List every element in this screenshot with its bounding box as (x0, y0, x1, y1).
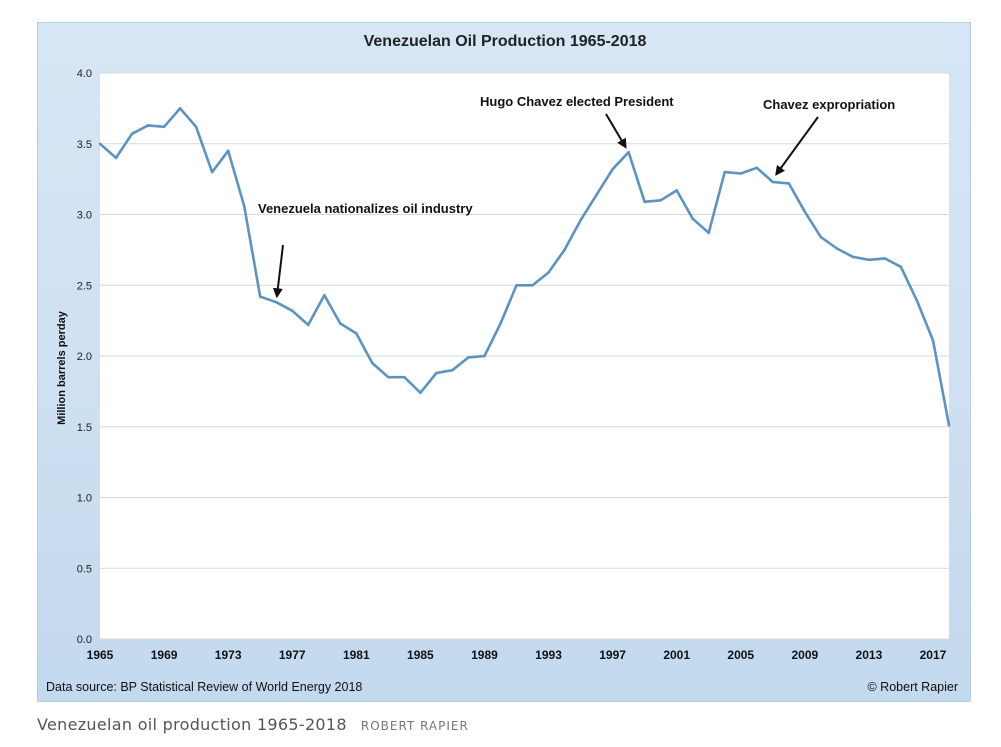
x-tick-label: 2013 (856, 648, 883, 662)
data-point (435, 371, 438, 375)
y-tick-label: 3.0 (77, 210, 92, 222)
x-tick-label: 2005 (727, 648, 754, 662)
data-point (595, 193, 598, 196)
data-point (242, 204, 246, 208)
data-point (338, 322, 342, 325)
data-point (467, 356, 470, 359)
data-point (210, 170, 214, 174)
data-point (178, 107, 182, 110)
annotation-arrow (272, 244, 284, 299)
x-tick-label: 1997 (599, 648, 626, 662)
data-point (499, 322, 502, 325)
data-point (627, 150, 630, 154)
chart-credit: © Robert Rapier (867, 680, 959, 694)
y-tick-label: 1.5 (77, 422, 92, 434)
data-point (98, 142, 102, 146)
data-point (835, 247, 839, 250)
y-tick-label: 2.5 (77, 280, 92, 292)
data-point (531, 283, 534, 287)
data-point (162, 125, 166, 129)
data-point (258, 295, 262, 298)
y-tick-label: 1.0 (77, 493, 92, 505)
x-tick-label: 1973 (215, 648, 242, 662)
x-tick-label: 1969 (151, 648, 178, 662)
data-point (387, 375, 390, 379)
data-point (659, 199, 662, 202)
data-point (563, 248, 566, 252)
x-tick-label: 1977 (279, 648, 306, 662)
chart-title: Venezuelan Oil Production 1965-2018 (363, 33, 647, 50)
data-point (675, 189, 678, 192)
data-point (515, 283, 518, 287)
annotation-arrow (775, 116, 819, 176)
data-point (851, 255, 855, 259)
data-point (883, 257, 887, 260)
data-point (579, 218, 582, 222)
x-tick-label: 1985 (407, 648, 434, 662)
data-point (707, 231, 711, 235)
x-tick-label: 1993 (535, 648, 562, 662)
data-point (787, 182, 791, 185)
annotation-label: Chavez expropriation (763, 97, 895, 112)
data-point (643, 200, 646, 204)
data-point (114, 156, 118, 160)
y-tick-label: 0.5 (77, 563, 92, 575)
caption-text: Venezuelan oil production 1965-2018 (37, 715, 347, 734)
data-point (803, 210, 807, 213)
x-tick-labels: 1965 1969 1973 1977 1981 1985 1989 1993 1997 2001… (87, 648, 947, 662)
data-point (915, 299, 919, 303)
data-point (290, 309, 294, 313)
image-caption: Venezuelan oil production 1965-2018 ROBER… (37, 715, 469, 734)
data-point (739, 172, 743, 175)
line-chart: 0.0 0.5 1.0 1.5 2.0 2.5 3.0 3.5 4.0 1965 1969 1973… (56, 68, 951, 662)
data-point (194, 125, 198, 129)
data-point (274, 300, 278, 304)
data-point (371, 361, 374, 365)
data-point (355, 332, 358, 335)
y-tick-label: 3.5 (77, 139, 92, 151)
data-point (451, 368, 454, 372)
annotations: Venezuela nationalizes oil industry Hugo … (258, 94, 895, 299)
y-tick-labels: 0.0 0.5 1.0 1.5 2.0 2.5 3.0 3.5 4.0 (77, 68, 92, 646)
y-tick-label: 2.0 (77, 351, 92, 363)
caption-credit: ROBERT RAPIER (360, 719, 469, 733)
data-point (931, 339, 935, 342)
annotation-label: Hugo Chavez elected President (480, 94, 674, 109)
x-tick-label: 2017 (920, 648, 947, 662)
data-point (403, 375, 406, 379)
data-point (723, 170, 727, 174)
data-point (306, 323, 310, 327)
data-point (819, 235, 823, 239)
data-source-note: Data source: BP Statistical Review of Wo… (46, 680, 363, 694)
chart-frame: Venezuelan Oil Production 1965-2018 0.0 0… (37, 22, 971, 702)
x-tick-label: 1989 (471, 648, 498, 662)
x-tick-label: 1965 (87, 648, 114, 662)
data-point (691, 217, 694, 221)
y-tick-label: 4.0 (77, 68, 92, 80)
data-point (899, 265, 903, 269)
y-tick-label: 0.0 (77, 634, 92, 646)
data-point (771, 180, 775, 184)
data-point (322, 293, 326, 297)
data-point (947, 424, 951, 427)
x-tick-label: 1981 (343, 648, 370, 662)
annotation-label: Venezuela nationalizes oil industry (258, 201, 473, 216)
annotation-arrow (605, 113, 627, 149)
x-tick-label: 2009 (791, 648, 818, 662)
data-point (867, 258, 871, 262)
data-point (146, 124, 150, 127)
series-group (98, 107, 951, 427)
series-line (99, 107, 951, 426)
data-point (755, 166, 759, 170)
data-point (226, 149, 230, 153)
data-point (483, 354, 486, 358)
data-point (547, 271, 550, 274)
data-point (130, 132, 134, 136)
data-point (611, 167, 614, 171)
y-axis-label: Million barrels perday (56, 310, 68, 425)
data-point (419, 391, 422, 395)
x-tick-label: 2001 (663, 648, 690, 662)
